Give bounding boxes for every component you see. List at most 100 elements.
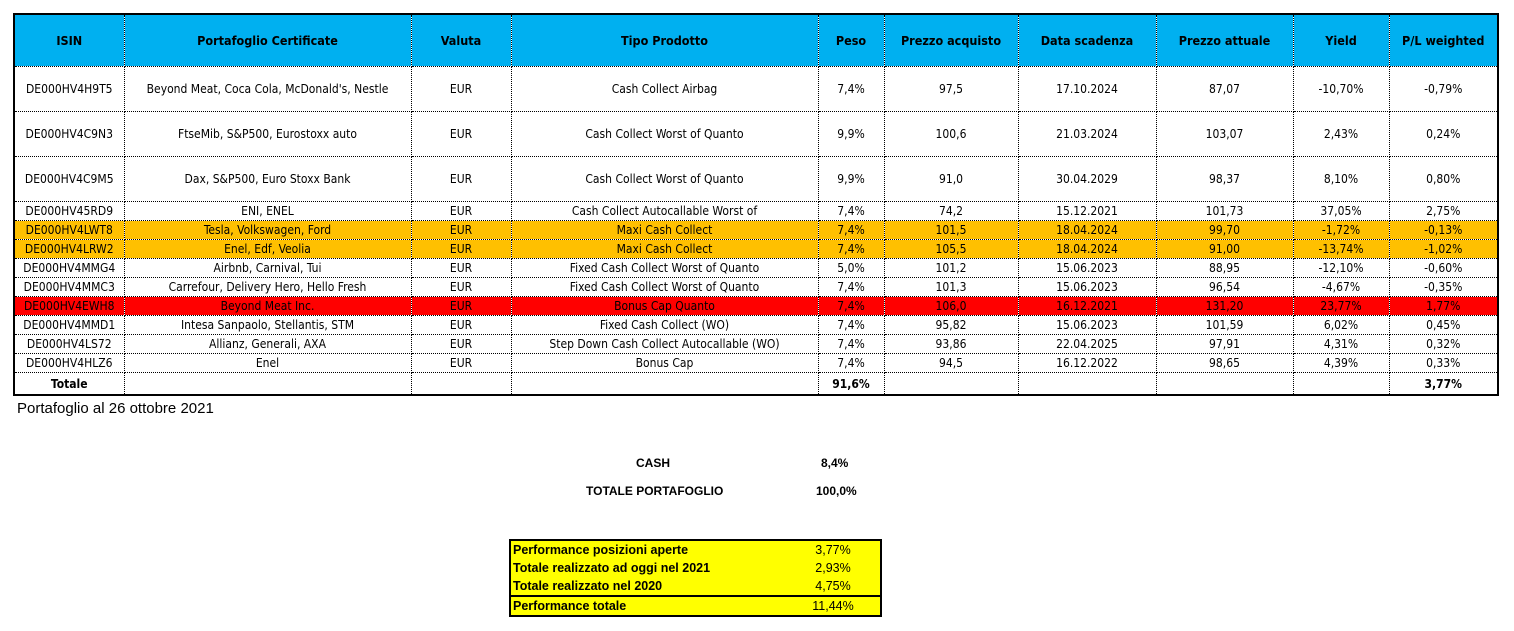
cell-purchase-price: 97,5 (883, 66, 1019, 112)
cell-currency: EUR (410, 220, 512, 240)
cell-purchase-price: 106,0 (883, 296, 1019, 316)
cell-isin: DE000HV4H9T5 (13, 66, 125, 112)
cell-currency: EUR (410, 258, 512, 278)
cell-current-price: 101,59 (1155, 315, 1294, 335)
performance-value: 11,44% (786, 595, 881, 616)
cell-product-type: Bonus Cap (510, 353, 819, 373)
cell-expiry-date: 15.06.2023 (1017, 258, 1157, 278)
cell-yield: 37,05% (1292, 201, 1390, 221)
performance-label: Performance totale (510, 595, 786, 616)
table-row: DE000HV4MMC3 Carrefour, Delivery Hero, He… (13, 277, 1499, 297)
cell-expiry-date: 16.12.2021 (1017, 296, 1157, 316)
cell-isin: DE000HV4MMG4 (13, 258, 125, 278)
table-row: DE000HV4MMG4 Airbnb, Carnival, Tui EUR Fixe… (13, 258, 1499, 278)
cell-isin: DE000HV4C9M5 (13, 156, 125, 202)
cell-portfolio: Enel, Edf, Veolia (123, 239, 412, 259)
cell-yield: 23,77% (1292, 296, 1390, 316)
performance-row: Totale realizzato nel 2020 4,75% (510, 577, 881, 596)
cell-expiry-date: 21.03.2024 (1017, 111, 1157, 157)
column-header-expiry-date: Data scadenza (1017, 13, 1157, 67)
cell-portfolio: Carrefour, Delivery Hero, Hello Fresh (123, 277, 412, 297)
total-row: Totale 91,6% 3,77% (13, 372, 1499, 396)
cell-portfolio: Dax, S&P500, Euro Stoxx Bank (123, 156, 412, 202)
cell-pl-weighted: -0,79% (1388, 66, 1499, 112)
cell-isin: DE000HV4LWT8 (13, 220, 125, 240)
cell-pl-weighted: -1,02% (1388, 239, 1499, 259)
cell-current-price: 96,54 (1155, 277, 1294, 297)
cell-current-price (1155, 372, 1294, 396)
table-row: DE000HV4LS72 Allianz, Generali, AXA EUR Ste… (13, 334, 1499, 354)
cell-product-type: Maxi Cash Collect (510, 239, 819, 259)
cell-weight: 7,4% (817, 66, 885, 112)
cell-weight: 91,6% (817, 372, 885, 396)
cell-weight: 7,4% (817, 239, 885, 259)
cell-weight: 5,0% (817, 258, 885, 278)
cell-currency (410, 372, 512, 396)
cell-pl-weighted: -0,13% (1388, 220, 1499, 240)
cell-pl-weighted: 2,75% (1388, 201, 1499, 221)
table-row: DE000HV4HLZ6 Enel EUR Bonus Cap 7,4% 94,5 16.1… (13, 353, 1499, 373)
cell-purchase-price: 101,2 (883, 258, 1019, 278)
cell-portfolio: FtseMib, S&P500, Eurostoxx auto (123, 111, 412, 157)
cell-expiry-date: 15.06.2023 (1017, 315, 1157, 335)
cell-purchase-price: 91,0 (883, 156, 1019, 202)
cell-portfolio: Airbnb, Carnival, Tui (123, 258, 412, 278)
cell-current-price: 99,70 (1155, 220, 1294, 240)
cell-weight: 7,4% (817, 220, 885, 240)
cell-purchase-price: 101,3 (883, 277, 1019, 297)
cell-product-type: Step Down Cash Collect Autocallable (WO) (510, 334, 819, 354)
cell-expiry-date: 15.12.2021 (1017, 201, 1157, 221)
cell-isin: DE000HV4MMC3 (13, 277, 125, 297)
cell-product-type: Cash Collect Airbag (510, 66, 819, 112)
cell-yield: -12,10% (1292, 258, 1390, 278)
cell-yield: -10,70% (1292, 66, 1390, 112)
total-portfolio-label: TOTALE PORTAFOGLIO (586, 484, 724, 498)
cell-weight: 7,4% (817, 353, 885, 373)
cell-yield: 6,02% (1292, 315, 1390, 335)
performance-value: 2,93% (815, 561, 851, 575)
cell-yield: 2,43% (1292, 111, 1390, 157)
cell-currency: EUR (410, 111, 512, 157)
cell-expiry-date: 15.06.2023 (1017, 277, 1157, 297)
cell-purchase-price: 100,6 (883, 111, 1019, 157)
cell-portfolio (123, 372, 412, 396)
cell-pl-weighted: 0,24% (1388, 111, 1499, 157)
column-header-purchase-price: Prezzo acquisto (883, 13, 1019, 67)
performance-row: Performance posizioni aperte 3,77% (510, 540, 881, 559)
table-row: DE000HV4EWH8 Beyond Meat Inc. EUR Bonus Cap… (13, 296, 1499, 316)
table-row: DE000HV4C9N3 FtseMib, S&P500, Eurostoxx a… (13, 111, 1499, 157)
column-header-yield: Yield (1292, 13, 1390, 67)
cell-purchase-price: 101,5 (883, 220, 1019, 240)
column-header-weight: Peso (817, 13, 885, 67)
cell-yield: -1,72% (1292, 220, 1390, 240)
cell-product-type: Maxi Cash Collect (510, 220, 819, 240)
cell-weight: 7,4% (817, 277, 885, 297)
table-row: DE000HV4LWT8 Tesla, Volkswagen, Ford EUR Ma… (13, 220, 1499, 240)
cell-yield: 8,10% (1292, 156, 1390, 202)
cell-currency: EUR (410, 296, 512, 316)
cell-portfolio: Intesa Sanpaolo, Stellantis, STM (123, 315, 412, 335)
cell-portfolio: Allianz, Generali, AXA (123, 334, 412, 354)
cell-product-type: Fixed Cash Collect Worst of Quanto (510, 277, 819, 297)
cell-pl-weighted: -0,35% (1388, 277, 1499, 297)
performance-label: Totale realizzato nel 2020 (513, 579, 663, 593)
cell-currency: EUR (410, 315, 512, 335)
cell-current-price: 88,95 (1155, 258, 1294, 278)
cell-portfolio: Beyond Meat, Coca Cola, McDonald's, Nest… (123, 66, 412, 112)
cell-expiry-date (1017, 372, 1157, 396)
cell-yield (1292, 372, 1390, 396)
cell-pl-weighted: 3,77% (1388, 372, 1499, 396)
cell-weight: 7,4% (817, 315, 885, 335)
cell-isin: DE000HV4LRW2 (13, 239, 125, 259)
cell-weight: 7,4% (817, 296, 885, 316)
cell-product-type: Fixed Cash Collect (WO) (510, 315, 819, 335)
cell-purchase-price: 74,2 (883, 201, 1019, 221)
cell-weight: 7,4% (817, 334, 885, 354)
performance-row: Totale realizzato ad oggi nel 2021 2,93% (510, 559, 881, 577)
cell-pl-weighted: 0,32% (1388, 334, 1499, 354)
cell-product-type: Cash Collect Worst of Quanto (510, 156, 819, 202)
cell-isin: Totale (13, 372, 125, 396)
cell-pl-weighted: -0,60% (1388, 258, 1499, 278)
cash-value: 8,4% (821, 456, 849, 470)
cell-currency: EUR (410, 156, 512, 202)
